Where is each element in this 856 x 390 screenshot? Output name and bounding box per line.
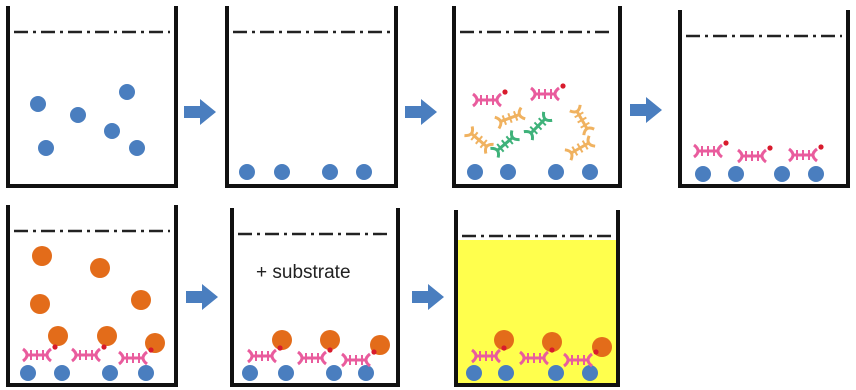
antibody bbox=[247, 345, 283, 364]
antibody bbox=[464, 126, 494, 154]
blue-bead bbox=[38, 140, 54, 156]
blue-bead bbox=[274, 164, 290, 180]
orange-bead bbox=[32, 246, 52, 266]
blue-bead bbox=[138, 365, 154, 381]
blue-bead bbox=[30, 96, 46, 112]
blue-bead bbox=[548, 365, 564, 381]
well-4 bbox=[678, 10, 850, 188]
orange-bead bbox=[272, 330, 292, 350]
antibody bbox=[71, 344, 107, 363]
label-dot bbox=[101, 344, 107, 350]
well-wall bbox=[454, 210, 620, 387]
label-dot bbox=[502, 89, 508, 95]
orange-bead bbox=[494, 330, 514, 350]
blue-bead bbox=[498, 365, 514, 381]
well-5 bbox=[6, 205, 178, 387]
antibody bbox=[297, 347, 333, 366]
right-arrow-icon bbox=[186, 284, 218, 310]
orange-bead bbox=[542, 332, 562, 352]
well-wall bbox=[230, 208, 400, 387]
blue-bead bbox=[808, 166, 824, 182]
label-dot bbox=[371, 349, 377, 355]
label-dot bbox=[148, 347, 154, 353]
label-dot bbox=[501, 345, 507, 351]
orange-bead bbox=[145, 333, 165, 353]
antibody bbox=[530, 83, 566, 102]
well-3 bbox=[452, 6, 622, 188]
well-7 bbox=[454, 210, 620, 387]
blue-bead bbox=[20, 365, 36, 381]
blue-bead bbox=[728, 166, 744, 182]
right-arrow-icon bbox=[630, 97, 662, 123]
antibody bbox=[693, 140, 729, 159]
orange-bead bbox=[30, 294, 50, 314]
well-wall bbox=[678, 10, 850, 188]
well-wall bbox=[6, 6, 178, 188]
orange-bead bbox=[90, 258, 110, 278]
right-arrow-icon bbox=[184, 99, 216, 125]
blue-bead bbox=[358, 365, 374, 381]
orange-bead bbox=[131, 290, 151, 310]
label-dot bbox=[327, 347, 333, 353]
label-dot bbox=[818, 144, 824, 150]
antibody bbox=[788, 144, 824, 163]
label-dot bbox=[723, 140, 729, 146]
blue-bead bbox=[322, 164, 338, 180]
well-wall bbox=[225, 6, 398, 188]
right-arrow-icon bbox=[412, 284, 444, 310]
blue-bead bbox=[326, 365, 342, 381]
blue-bead bbox=[102, 365, 118, 381]
blue-bead bbox=[548, 164, 564, 180]
antibody bbox=[523, 111, 553, 141]
well-6 bbox=[230, 208, 400, 387]
blue-bead bbox=[242, 365, 258, 381]
orange-bead bbox=[48, 326, 68, 346]
blue-bead bbox=[278, 365, 294, 381]
antibody bbox=[569, 104, 595, 136]
well-wall bbox=[452, 6, 622, 188]
blue-bead bbox=[500, 164, 516, 180]
antibody bbox=[341, 349, 377, 368]
antibody bbox=[471, 345, 507, 364]
blue-bead bbox=[582, 365, 598, 381]
blue-bead bbox=[70, 107, 86, 123]
blue-bead bbox=[239, 164, 255, 180]
blue-bead bbox=[582, 164, 598, 180]
antibody bbox=[118, 347, 154, 366]
well-1 bbox=[6, 6, 178, 188]
blue-bead bbox=[119, 84, 135, 100]
label-dot bbox=[560, 83, 566, 89]
label-dot bbox=[52, 344, 58, 350]
antibody bbox=[490, 130, 520, 158]
substrate-label: + substrate bbox=[256, 262, 351, 283]
blue-bead bbox=[695, 166, 711, 182]
yellow-solution bbox=[456, 240, 618, 385]
label-dot bbox=[767, 145, 773, 151]
blue-bead bbox=[54, 365, 70, 381]
well-wall bbox=[6, 205, 178, 387]
orange-bead bbox=[97, 326, 117, 346]
right-arrow-icon bbox=[405, 99, 437, 125]
blue-bead bbox=[466, 365, 482, 381]
antibody bbox=[494, 106, 526, 130]
antibody bbox=[519, 347, 555, 366]
orange-bead bbox=[320, 330, 340, 350]
label-dot bbox=[549, 347, 555, 353]
blue-bead bbox=[356, 164, 372, 180]
antibody bbox=[472, 89, 508, 108]
antibody bbox=[564, 135, 596, 161]
label-dot bbox=[277, 345, 283, 351]
blue-bead bbox=[467, 164, 483, 180]
antibody bbox=[563, 349, 599, 368]
blue-bead bbox=[129, 140, 145, 156]
well-2 bbox=[225, 6, 398, 188]
blue-bead bbox=[104, 123, 120, 139]
antibody bbox=[737, 145, 773, 164]
label-dot bbox=[593, 349, 599, 355]
blue-bead bbox=[774, 166, 790, 182]
antibody bbox=[22, 344, 58, 363]
